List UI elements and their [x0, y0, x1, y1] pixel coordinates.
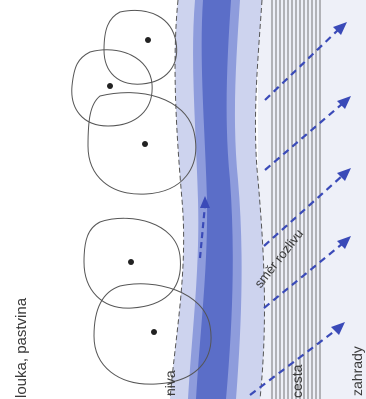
spread-arrows	[249, 22, 351, 396]
tree-point-4	[128, 259, 134, 265]
flow-arrow-river	[198, 196, 210, 259]
tree-point-1	[145, 37, 151, 43]
road-hatching	[271, 0, 321, 399]
tree-point-5	[151, 329, 157, 335]
floodplain-edge-left	[169, 0, 185, 399]
tree-crown-3	[87, 92, 197, 195]
label-louka: louka, pastvina	[13, 297, 30, 398]
label-niva: niva	[162, 370, 178, 396]
tree-crown-5	[93, 283, 212, 385]
tree-crown-4	[83, 217, 181, 309]
tree-point-3	[142, 141, 148, 147]
label-cesta: cesta	[289, 364, 305, 398]
tree-crown-1	[103, 10, 178, 85]
floodplain-edge-right	[254, 0, 265, 399]
tree-crown-2	[71, 49, 153, 127]
label-zahrady: zahrady	[349, 346, 365, 396]
river-core	[196, 0, 233, 399]
tree-point-2	[107, 83, 113, 89]
